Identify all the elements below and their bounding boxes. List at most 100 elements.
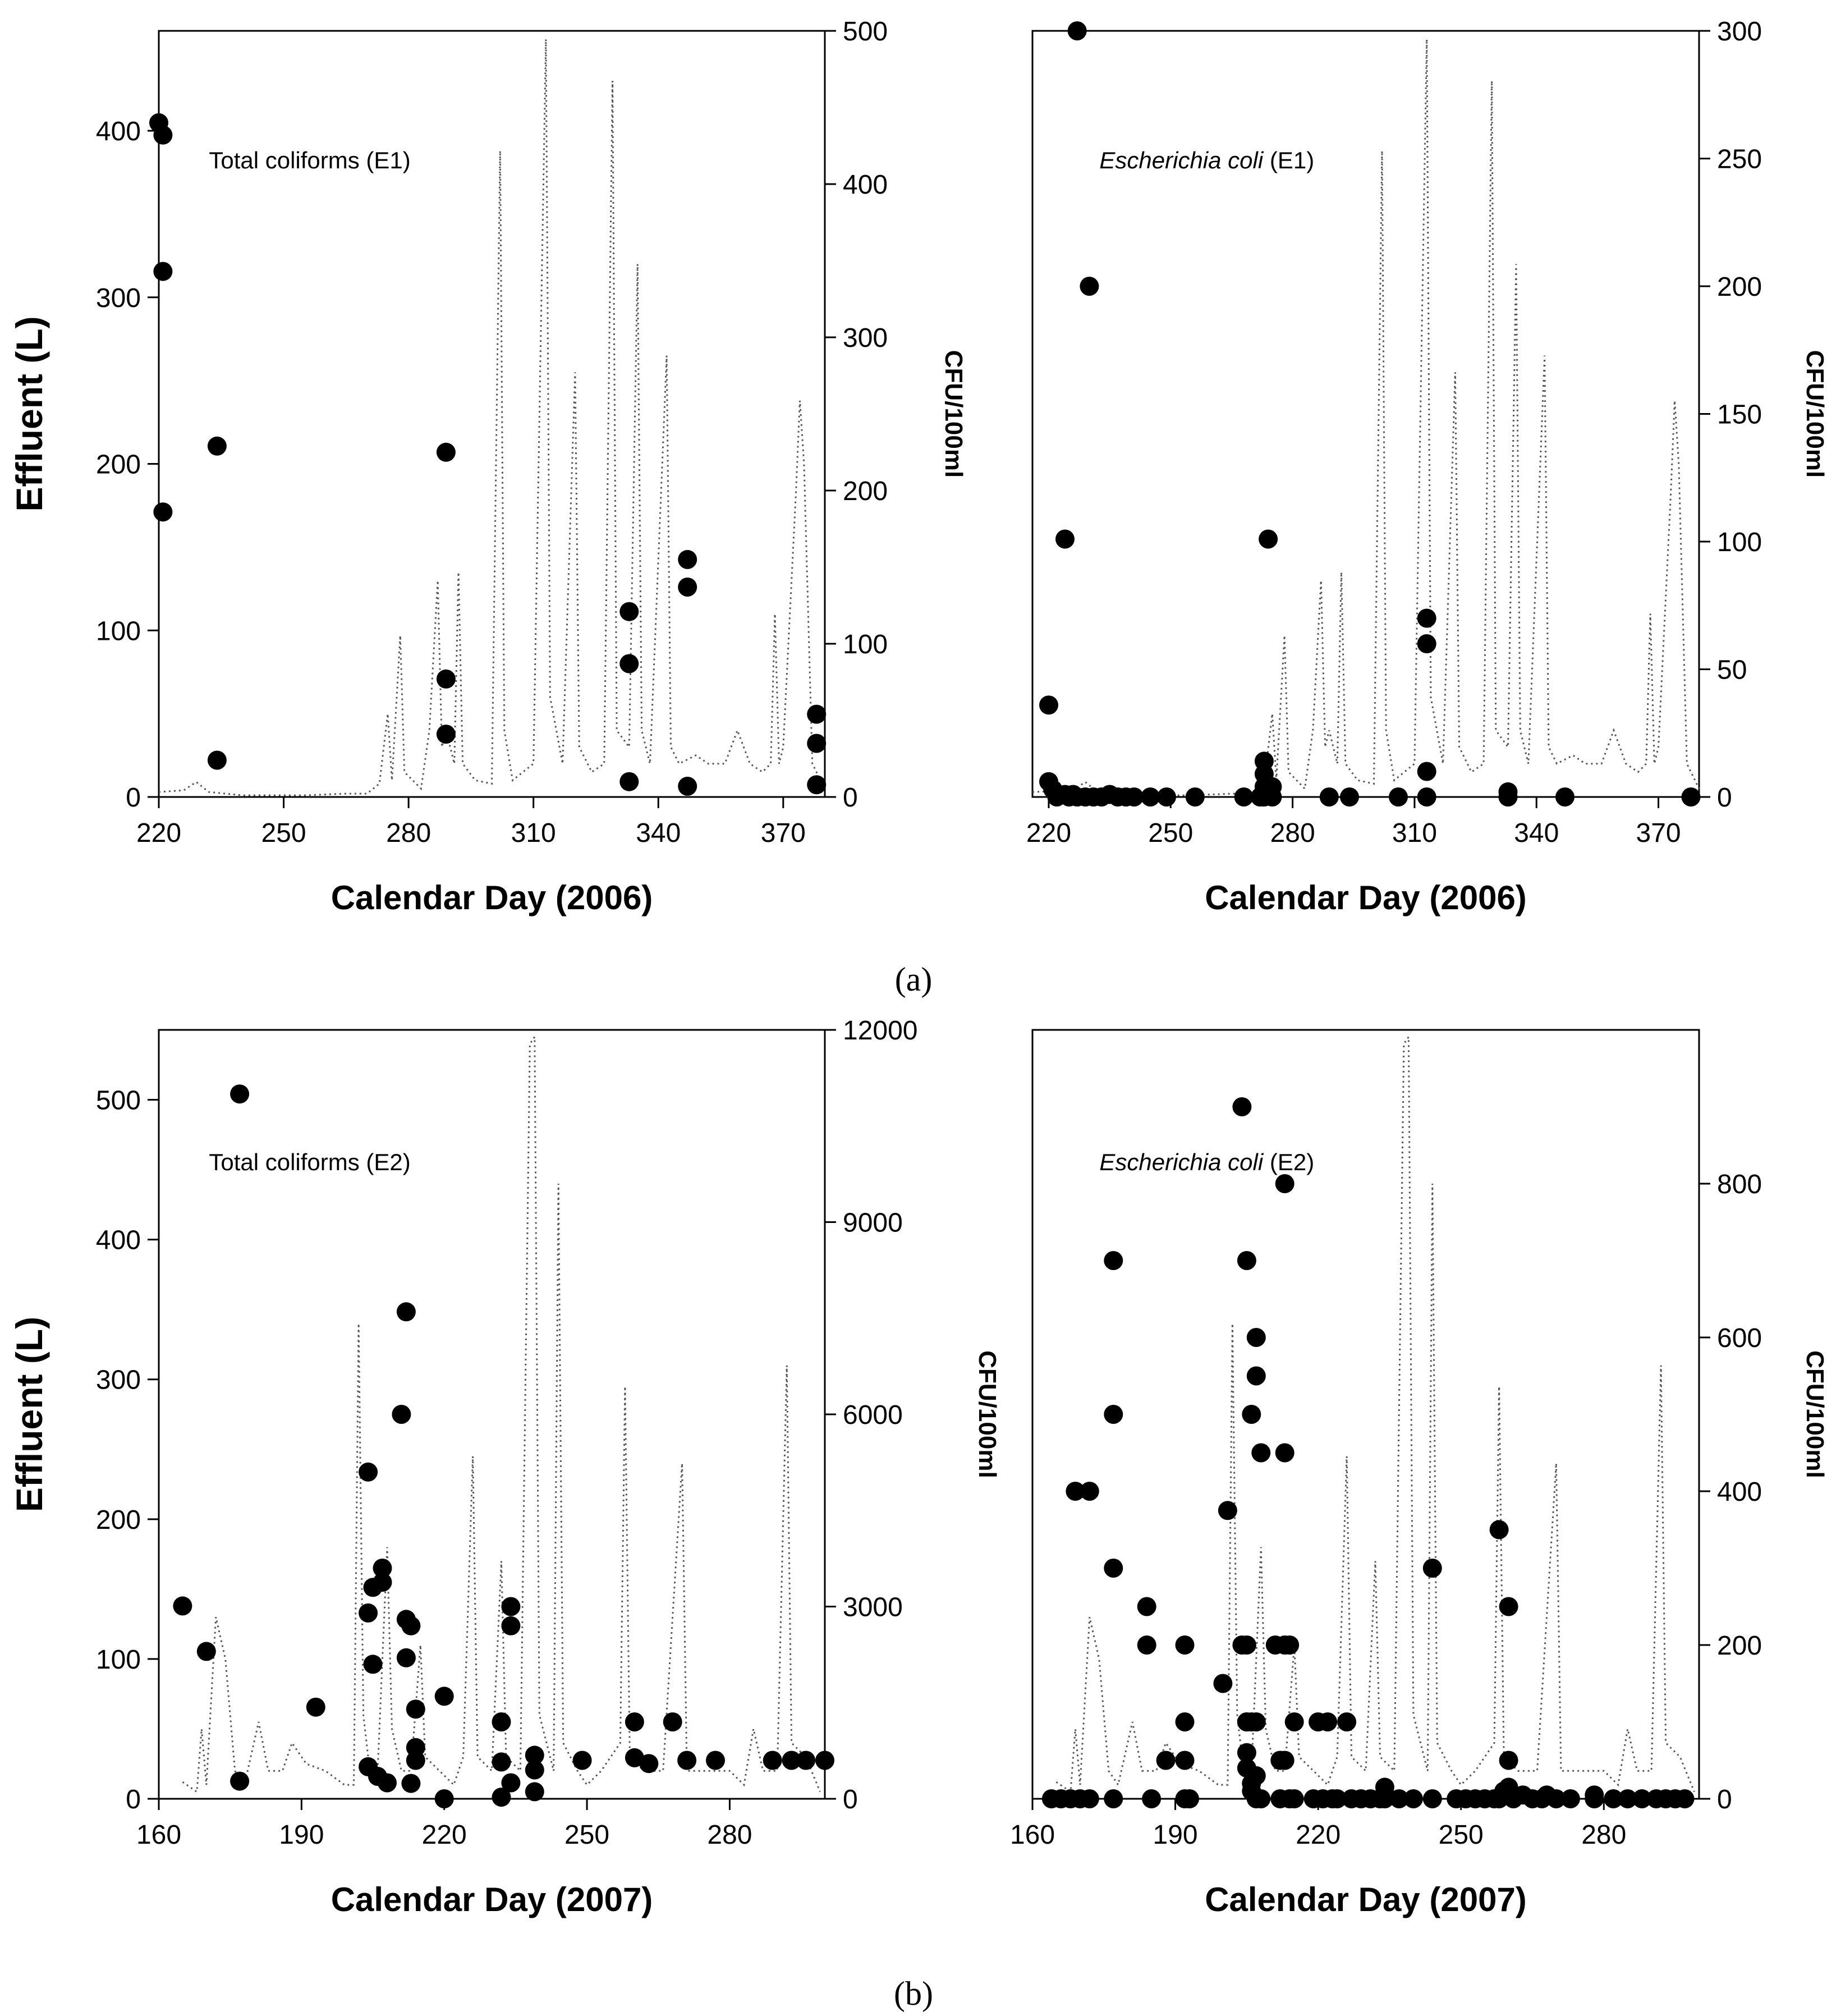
data-point-18 — [1175, 1751, 1195, 1770]
data-point-44 — [815, 1751, 834, 1770]
data-point-39 — [677, 1751, 697, 1770]
data-point-4 — [306, 1697, 325, 1717]
y2-tick-label-4: 400 — [843, 170, 888, 200]
y2-tick-label-6: 300 — [1717, 17, 1762, 47]
data-point-67 — [1422, 1559, 1442, 1578]
annotation-suffix: (E1) — [1263, 147, 1314, 173]
y2-tick-label-2: 200 — [843, 476, 888, 506]
y2-tick-label-2: 6000 — [843, 1400, 903, 1430]
x-tick-label-3: 250 — [564, 1820, 609, 1850]
y2-tick-label-3: 9000 — [843, 1208, 903, 1238]
data-point-4 — [207, 436, 227, 456]
x-tick-label-0: 220 — [1026, 818, 1071, 848]
data-point-1 — [153, 125, 173, 145]
data-point-22 — [1234, 787, 1254, 807]
data-point-12 — [373, 1573, 392, 1592]
x-tick-label-1: 250 — [1148, 818, 1193, 848]
data-point-19 — [401, 1774, 421, 1793]
data-point-9 — [619, 602, 639, 621]
data-point-18 — [1124, 787, 1144, 807]
x-tick-label-4: 280 — [707, 1820, 752, 1850]
x-axis-label: Calendar Day (2006) — [331, 879, 653, 917]
data-point-40 — [1251, 1789, 1271, 1808]
data-point-3 — [1039, 695, 1058, 715]
data-point-21 — [1218, 1501, 1237, 1520]
y2-axis-label: CFU/100ml — [940, 350, 967, 478]
x-tick-label-2: 280 — [386, 818, 431, 848]
y-tick-label-1: 100 — [96, 1645, 141, 1675]
data-point-4 — [1080, 1789, 1099, 1808]
data-point-35 — [1246, 1366, 1266, 1386]
annotation-italic: Escherichia coli — [1099, 1149, 1264, 1175]
data-point-2 — [230, 1771, 250, 1791]
data-point-39 — [1251, 1443, 1271, 1463]
data-point-11 — [1104, 1405, 1123, 1424]
data-point-47 — [1275, 1751, 1294, 1770]
y2-tick-label-5: 500 — [843, 17, 888, 47]
data-point-41 — [763, 1751, 782, 1770]
data-point-22 — [1232, 1097, 1252, 1116]
y-tick-label-3: 300 — [96, 1366, 141, 1395]
data-point-5 — [359, 1462, 378, 1482]
panel-label-b: (b) — [894, 1975, 933, 2012]
data-point-33 — [1340, 787, 1359, 807]
data-point-21 — [406, 1751, 425, 1770]
data-point-19 — [1175, 1789, 1195, 1808]
data-point-11 — [619, 772, 639, 791]
x-tick-label-4: 340 — [636, 818, 681, 848]
data-point-34 — [572, 1751, 592, 1770]
data-point-20 — [1157, 787, 1176, 807]
data-point-38 — [663, 1712, 682, 1731]
data-point-37 — [1417, 762, 1436, 781]
data-point-41 — [1555, 787, 1574, 807]
data-point-15 — [396, 1302, 416, 1322]
x-tick-label-3: 250 — [1439, 1820, 1484, 1850]
data-point-89 — [1585, 1789, 1604, 1808]
data-point-35 — [1417, 608, 1436, 628]
data-point-78 — [1499, 1751, 1518, 1770]
data-point-13 — [678, 578, 697, 597]
x-axis-label: Calendar Day (2006) — [1205, 879, 1527, 917]
y2-tick-label-1: 200 — [1717, 1631, 1762, 1661]
data-point-18 — [401, 1616, 421, 1635]
data-point-36 — [1417, 634, 1436, 653]
y2-tick-label-4: 800 — [1717, 1170, 1762, 1199]
data-point-43 — [796, 1751, 816, 1770]
data-point-2 — [153, 502, 173, 522]
annotation-italic: Escherichia coli — [1099, 147, 1264, 173]
x-tick-label-3: 310 — [511, 818, 556, 848]
y2-tick-label-3: 300 — [843, 323, 888, 353]
y2-tick-label-2: 100 — [1717, 528, 1762, 557]
data-point-26 — [492, 1752, 511, 1772]
x-tick-label-2: 280 — [1270, 818, 1315, 848]
data-point-40 — [1498, 787, 1518, 807]
x-axis-label: Calendar Day (2007) — [331, 1881, 653, 1918]
x-tick-label-5: 370 — [761, 818, 806, 848]
annotation-suffix: (E2) — [1263, 1149, 1314, 1175]
chart-1: 220 250 280 310 340 370 0 100 200 300 400 0 100 200 30… — [8, 17, 967, 917]
data-point-44 — [1275, 1174, 1294, 1193]
y-axis-label: Effluent (L) — [8, 1317, 50, 1512]
data-point-13 — [1137, 1597, 1156, 1616]
data-point-51 — [1284, 1789, 1304, 1808]
data-point-91 — [1618, 1789, 1637, 1808]
data-point-10 — [1104, 1251, 1123, 1270]
data-point-17 — [807, 775, 827, 795]
data-point-90 — [1604, 1789, 1623, 1808]
data-point-45 — [1275, 1443, 1294, 1463]
data-point-12 — [1104, 1559, 1123, 1578]
data-point-17 — [1175, 1712, 1195, 1731]
data-point-12 — [678, 549, 697, 569]
data-point-27 — [492, 1788, 511, 1807]
data-point-30 — [501, 1773, 521, 1793]
y2-tick-label-2: 400 — [1717, 1477, 1762, 1507]
x-tick-label-1: 250 — [261, 818, 306, 848]
data-point-25 — [492, 1712, 511, 1731]
data-point-37 — [1246, 1766, 1266, 1785]
x-tick-label-4: 340 — [1514, 818, 1559, 848]
data-point-1 — [1080, 277, 1099, 296]
x-axis-label: Calendar Day (2007) — [1205, 1881, 1527, 1918]
data-point-32 — [1319, 787, 1339, 807]
